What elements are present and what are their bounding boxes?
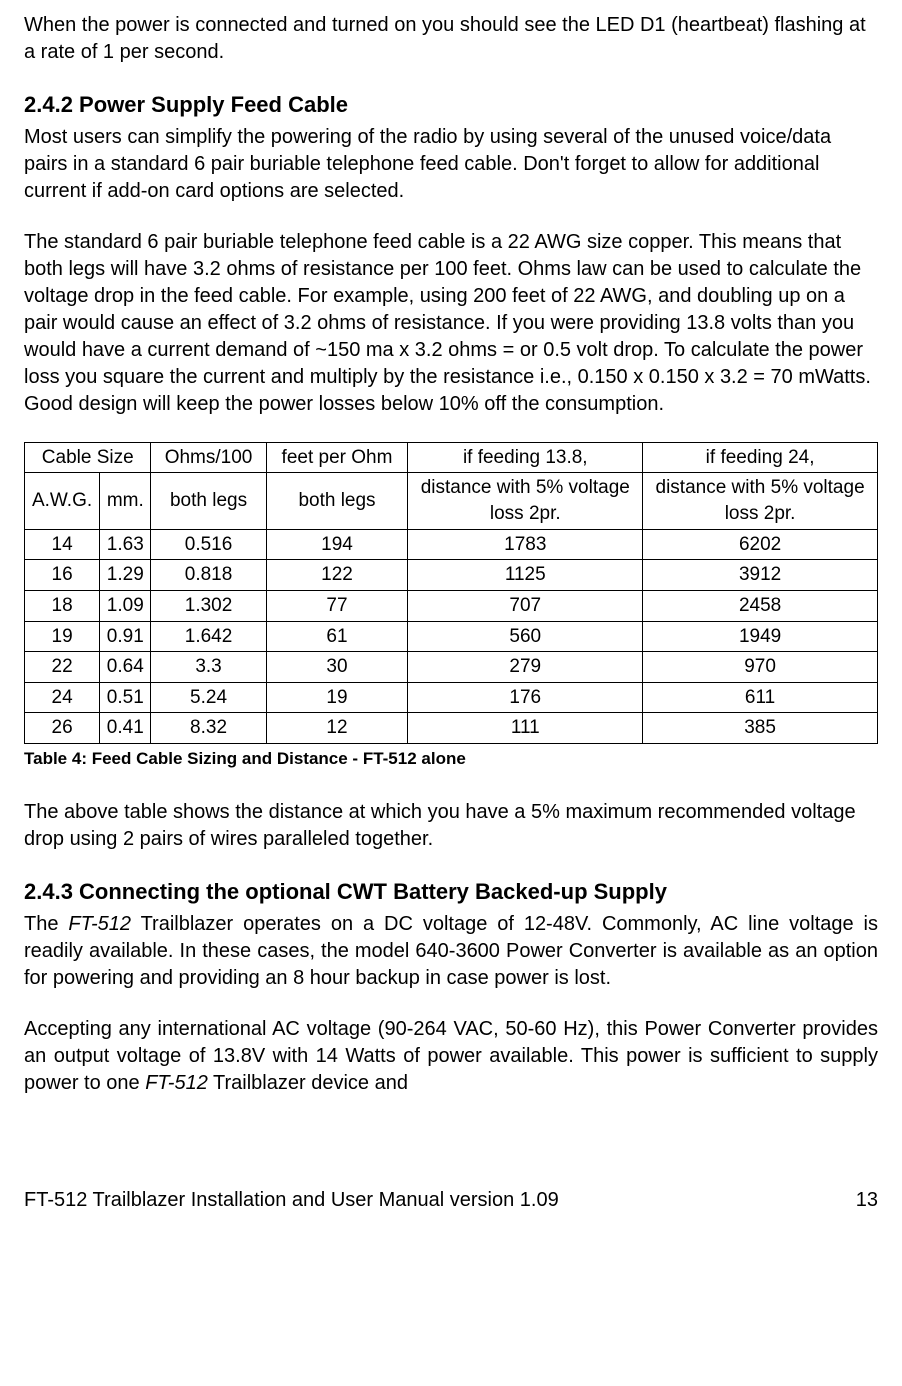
table-subheader-feet: both legs xyxy=(266,473,408,529)
table-cell: 1.09 xyxy=(100,590,151,621)
table-cell: 14 xyxy=(25,529,100,560)
table-cell: 19 xyxy=(25,621,100,652)
p1-mid: Trailblazer operates on a DC voltage of … xyxy=(24,913,878,989)
table-row: 240.515.2419176611 xyxy=(25,682,878,713)
table-cell: 111 xyxy=(408,713,643,744)
table-cell: 3912 xyxy=(643,560,878,591)
table-header-row: Cable Size Ohms/100 feet per Ohm if feed… xyxy=(25,442,878,473)
table-row: 181.091.302777072458 xyxy=(25,590,878,621)
table-cell: 18 xyxy=(25,590,100,621)
table-cell: 176 xyxy=(408,682,643,713)
footer-left: FT-512 Trailblazer Installation and User… xyxy=(24,1187,559,1214)
table-cell: 19 xyxy=(266,682,408,713)
table-cell: 194 xyxy=(266,529,408,560)
intro-paragraph: When the power is connected and turned o… xyxy=(24,12,878,66)
table-row: 141.630.51619417836202 xyxy=(25,529,878,560)
table-cell: 1949 xyxy=(643,621,878,652)
table-header-dist138: if feeding 13.8, xyxy=(408,442,643,473)
table-cell: 77 xyxy=(266,590,408,621)
feed-cable-table: Cable Size Ohms/100 feet per Ohm if feed… xyxy=(24,442,878,744)
table-cell: 26 xyxy=(25,713,100,744)
section-242-p2: The standard 6 pair buriable telephone f… xyxy=(24,229,878,418)
table-cell: 1125 xyxy=(408,560,643,591)
table-body: 141.630.51619417836202161.290.8181221125… xyxy=(25,529,878,743)
section-243-p1: The FT-512 Trailblazer operates on a DC … xyxy=(24,911,878,992)
table-cell: 1.29 xyxy=(100,560,151,591)
table-caption: Table 4: Feed Cable Sizing and Distance … xyxy=(24,748,878,771)
p1-italic-ft512: FT-512 xyxy=(68,913,131,935)
table-row: 161.290.81812211253912 xyxy=(25,560,878,591)
table-subheader-dist138: distance with 5% voltage loss 2pr. xyxy=(408,473,643,529)
table-row: 260.418.3212111385 xyxy=(25,713,878,744)
table-cell: 1.63 xyxy=(100,529,151,560)
table-cell: 5.24 xyxy=(151,682,266,713)
section-242-p1: Most users can simplify the powering of … xyxy=(24,124,878,205)
table-cell: 12 xyxy=(266,713,408,744)
table-subheader-row: A.W.G. mm. both legs both legs distance … xyxy=(25,473,878,529)
table-cell: 0.91 xyxy=(100,621,151,652)
footer-page-number: 13 xyxy=(856,1187,878,1214)
table-cell: 122 xyxy=(266,560,408,591)
table-subheader-mm: mm. xyxy=(100,473,151,529)
table-cell: 8.32 xyxy=(151,713,266,744)
table-cell: 3.3 xyxy=(151,652,266,683)
p1-pre: The xyxy=(24,913,68,935)
table-subheader-dist24: distance with 5% voltage loss 2pr. xyxy=(643,473,878,529)
after-table-paragraph: The above table shows the distance at wh… xyxy=(24,799,878,853)
table-cell: 2458 xyxy=(643,590,878,621)
table-cell: 0.64 xyxy=(100,652,151,683)
p2-italic-ft512: FT-512 xyxy=(145,1072,208,1094)
table-cell: 279 xyxy=(408,652,643,683)
table-cell: 1.302 xyxy=(151,590,266,621)
section-242-heading: 2.4.2 Power Supply Feed Cable xyxy=(24,90,878,120)
table-header-dist24: if feeding 24, xyxy=(643,442,878,473)
table-header-cable-size: Cable Size xyxy=(25,442,151,473)
table-cell: 707 xyxy=(408,590,643,621)
section-243-heading: 2.4.3 Connecting the optional CWT Batter… xyxy=(24,877,878,907)
table-cell: 61 xyxy=(266,621,408,652)
table-header-feet: feet per Ohm xyxy=(266,442,408,473)
table-cell: 16 xyxy=(25,560,100,591)
table-header-ohms: Ohms/100 xyxy=(151,442,266,473)
table-cell: 0.41 xyxy=(100,713,151,744)
table-cell: 6202 xyxy=(643,529,878,560)
table-cell: 385 xyxy=(643,713,878,744)
table-cell: 0.516 xyxy=(151,529,266,560)
table-cell: 1783 xyxy=(408,529,643,560)
table-cell: 1.642 xyxy=(151,621,266,652)
p2-post: Trailblazer device and xyxy=(208,1072,408,1094)
table-cell: 30 xyxy=(266,652,408,683)
table-cell: 24 xyxy=(25,682,100,713)
table-row: 220.643.330279970 xyxy=(25,652,878,683)
table-cell: 0.51 xyxy=(100,682,151,713)
table-subheader-awg: A.W.G. xyxy=(25,473,100,529)
section-243-p2: Accepting any international AC voltage (… xyxy=(24,1016,878,1097)
page-footer: FT-512 Trailblazer Installation and User… xyxy=(24,1187,878,1214)
table-cell: 560 xyxy=(408,621,643,652)
table-subheader-ohms: both legs xyxy=(151,473,266,529)
table-row: 190.911.642615601949 xyxy=(25,621,878,652)
table-cell: 22 xyxy=(25,652,100,683)
table-cell: 611 xyxy=(643,682,878,713)
table-cell: 970 xyxy=(643,652,878,683)
table-cell: 0.818 xyxy=(151,560,266,591)
